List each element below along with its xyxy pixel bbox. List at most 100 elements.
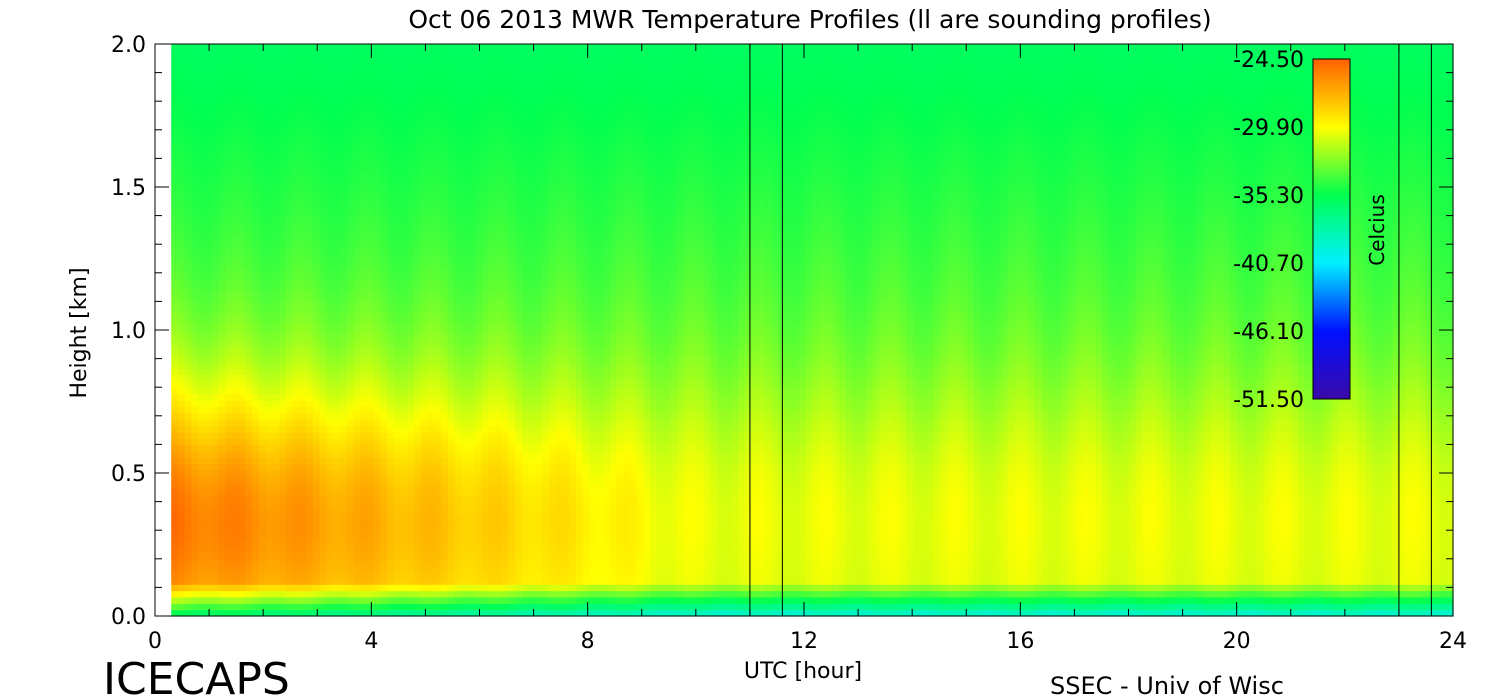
field-cell [326,533,333,540]
field-cell [326,50,333,57]
field-cell [515,355,522,362]
field-cell [502,546,509,553]
field-cell [279,222,286,229]
field-cell [448,521,455,528]
field-cell [394,235,401,242]
field-cell [225,216,232,223]
field-cell [374,317,381,324]
field-cell [529,463,536,470]
field-cell [178,298,185,305]
field-cell [515,133,522,140]
field-cell [509,432,516,439]
field-cell [360,139,367,146]
field-cell [468,235,475,242]
field-cell [347,495,354,502]
field-cell [455,527,462,534]
field-cell [421,76,428,83]
field-cell [468,184,475,191]
field-cell [529,457,536,464]
field-cell [414,197,421,204]
field-cell [239,254,246,261]
field-cell [515,463,522,470]
field-cell [279,177,286,184]
field-cell [326,381,333,388]
field-cell [374,260,381,267]
field-cell [178,355,185,362]
field-cell [353,146,360,153]
field-cell [212,463,219,470]
field-cell [488,565,495,572]
field-cell [185,387,192,394]
field-cell [482,266,489,273]
field-cell [286,336,293,343]
field-cell [279,82,286,89]
field-cell [421,324,428,331]
field-cell [286,209,293,216]
field-cell [542,374,549,381]
field-cell [245,190,252,197]
field-cell [401,279,408,286]
field-cell [326,82,333,89]
field-cell [468,368,475,375]
field-cell [320,413,327,420]
field-cell [232,108,239,115]
field-cell [367,603,374,610]
field-cell [448,597,455,604]
field-cell [401,216,408,223]
field-cell [171,521,178,528]
field-cell [320,591,327,598]
field-cell [178,394,185,401]
field-cell [320,540,327,547]
field-cell [171,82,178,89]
field-cell [434,444,441,451]
field-cell [482,444,489,451]
field-cell [488,324,495,331]
field-cell [245,177,252,184]
field-cell [495,508,502,515]
field-cell [387,463,394,470]
field-cell [259,591,266,598]
field-cell [421,88,428,95]
field-cell [374,381,381,388]
field-cell [380,127,387,134]
field-cell [515,184,522,191]
field-cell [225,260,232,267]
field-cell [259,235,266,242]
field-cell [434,591,441,598]
field-cell [461,413,468,420]
field-cell [191,228,198,235]
field-cell [272,470,279,477]
field-cell [428,470,435,477]
field-cell [178,508,185,515]
field-cell [495,228,502,235]
field-cell [218,139,225,146]
field-cell [272,298,279,305]
field-cell [205,463,212,470]
field-cell [367,311,374,318]
field-cell [401,190,408,197]
field-cell [380,165,387,172]
field-cell [468,216,475,223]
field-cell [232,374,239,381]
field-cell [428,114,435,121]
field-cell [205,336,212,343]
field-cell [272,266,279,273]
field-cell [286,540,293,547]
field-cell [509,463,516,470]
field-cell [502,152,509,159]
field-cell [482,527,489,534]
field-cell [482,572,489,579]
field-cell [259,343,266,350]
field-cell [299,247,306,254]
field-cell [239,216,246,223]
field-cell [488,463,495,470]
field-cell [360,44,367,51]
field-cell [185,565,192,572]
field-cell [306,336,313,343]
field-cell [333,374,340,381]
field-cell [313,127,320,134]
field-cell [266,343,273,350]
field-cell [205,330,212,337]
field-cell [394,394,401,401]
field-cell [178,171,185,178]
